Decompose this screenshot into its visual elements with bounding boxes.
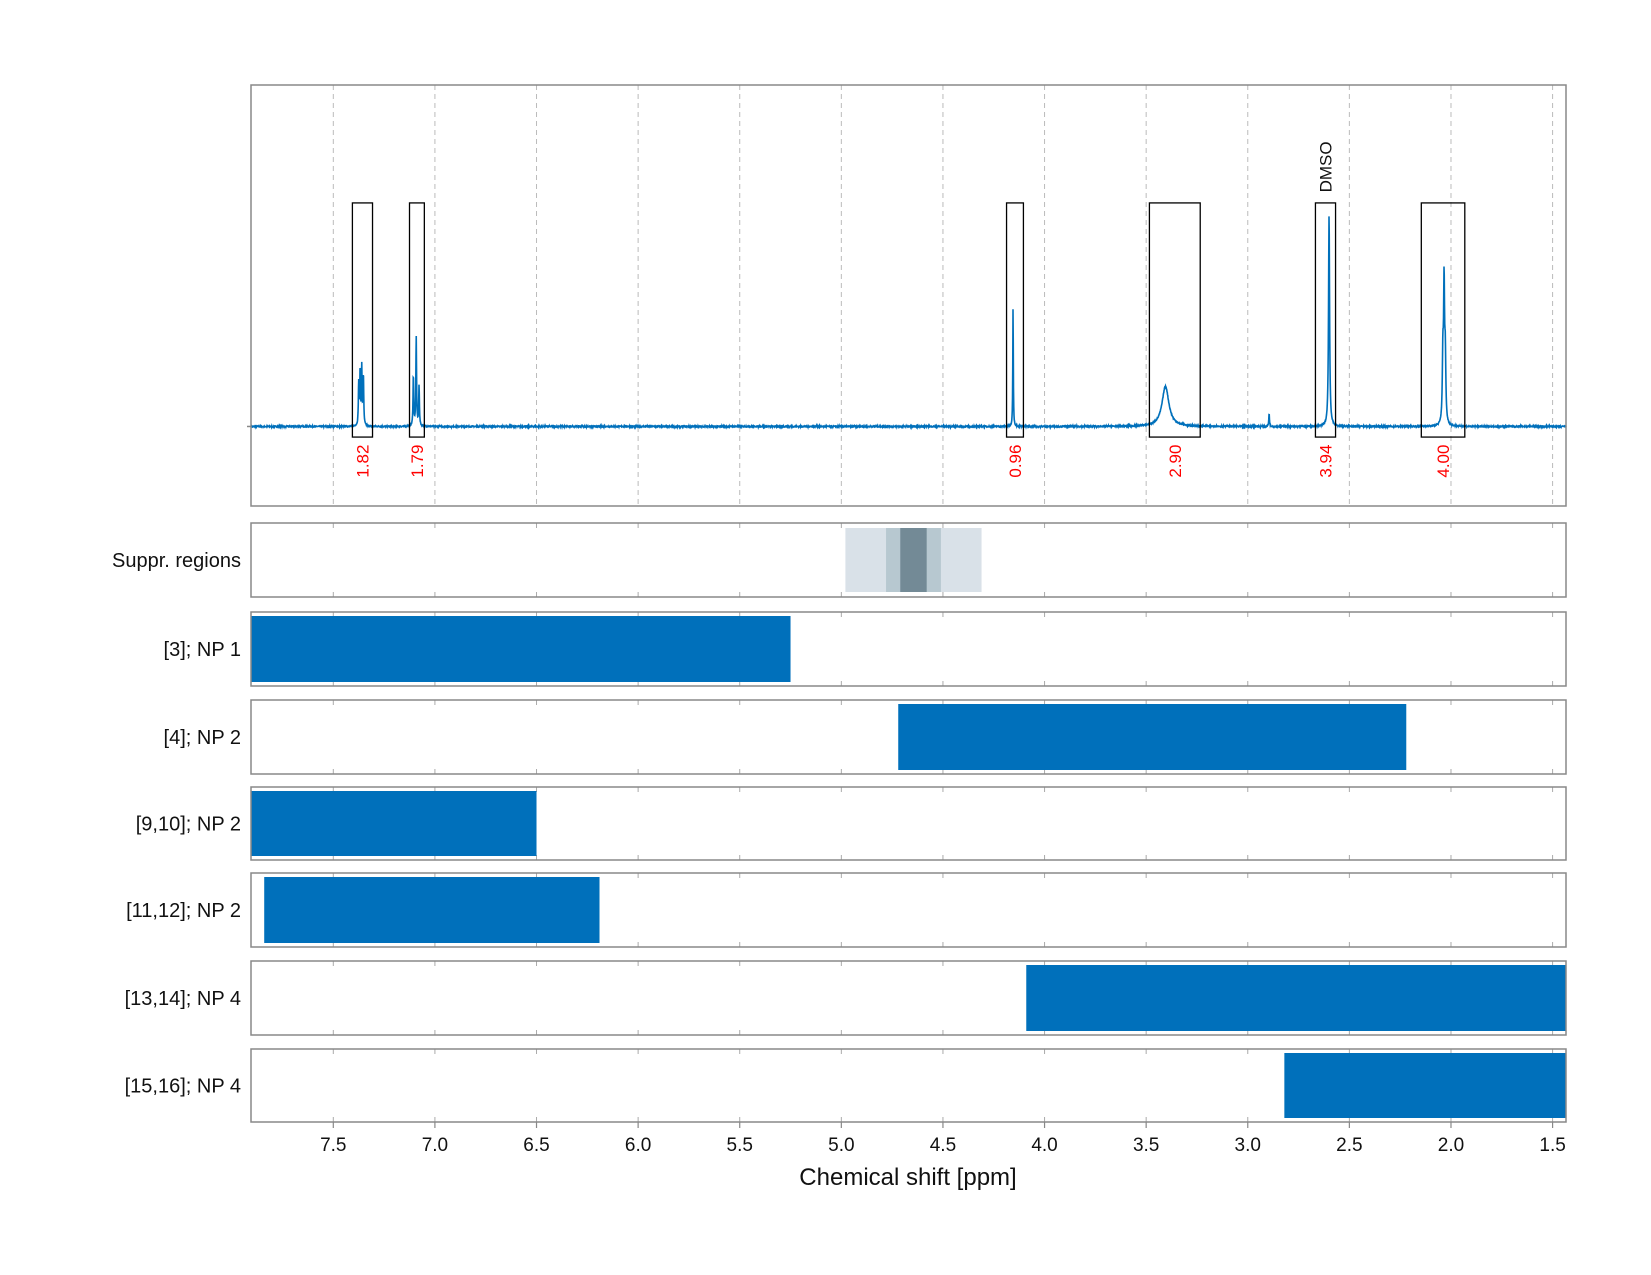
range-panel-frame [250,872,1567,948]
range-panel-frame [250,960,1567,1036]
range-panel-label: [15,16]; NP 4 [125,1076,241,1098]
spectrum-line [250,216,1567,431]
integral-box [1420,202,1466,438]
x-tick-label: 7.0 [422,1135,448,1156]
x-tick-label: 4.0 [1031,1135,1057,1156]
range-bar [898,704,1407,770]
suppression-region [900,528,927,592]
range-bar [1026,965,1566,1031]
integral-label: 3.94 [1316,445,1335,478]
range-panel-label: [4]; NP 2 [164,727,241,749]
range-bar [1284,1053,1566,1118]
range-panel-frame [250,1048,1567,1123]
x-tick-label: 4.5 [930,1135,956,1156]
range-panel-label: [13,14]; NP 4 [125,988,241,1010]
integral-box [351,202,374,438]
integral-box [1314,202,1337,438]
integral-box [408,202,425,438]
x-tick-label: 6.0 [625,1135,651,1156]
range-panel-label: [11,12]; NP 2 [126,900,241,922]
integral-label: 1.79 [408,445,427,478]
integral-label: 4.00 [1434,445,1453,478]
range-panel-frame [250,699,1567,775]
x-tick-label: 3.0 [1235,1135,1261,1156]
range-panel-label: [9,10]; NP 2 [136,814,241,836]
x-tick-label: 2.0 [1438,1135,1464,1156]
x-tick-label: 2.5 [1336,1135,1362,1156]
x-tick-label: 5.0 [828,1135,854,1156]
x-tick-label: 1.5 [1539,1135,1565,1156]
range-bar [264,877,600,943]
peak-annotation: DMSO [1317,141,1336,192]
range-panel-label: [3]; NP 1 [164,639,241,661]
integral-label: 0.96 [1006,445,1025,478]
range-panel-frame [250,611,1567,687]
integral-label: 2.90 [1166,445,1185,478]
x-tick-label: 3.5 [1133,1135,1159,1156]
range-panel-frame [250,786,1567,861]
integral-box [1005,202,1025,438]
suppression-panel-label: Suppr. regions [112,550,241,572]
spectrum-panel-frame [250,84,1567,507]
range-bar [251,616,791,682]
suppression-panel-frame [250,522,1567,598]
x-tick-label: 6.5 [523,1135,549,1156]
x-tick-label: 5.5 [727,1135,753,1156]
integral-box [1148,202,1201,438]
range-bar [251,791,537,856]
integral-label: 1.82 [353,445,372,478]
x-axis-label: Chemical shift [ppm] [799,1164,1016,1191]
x-tick-label: 7.5 [320,1135,346,1156]
